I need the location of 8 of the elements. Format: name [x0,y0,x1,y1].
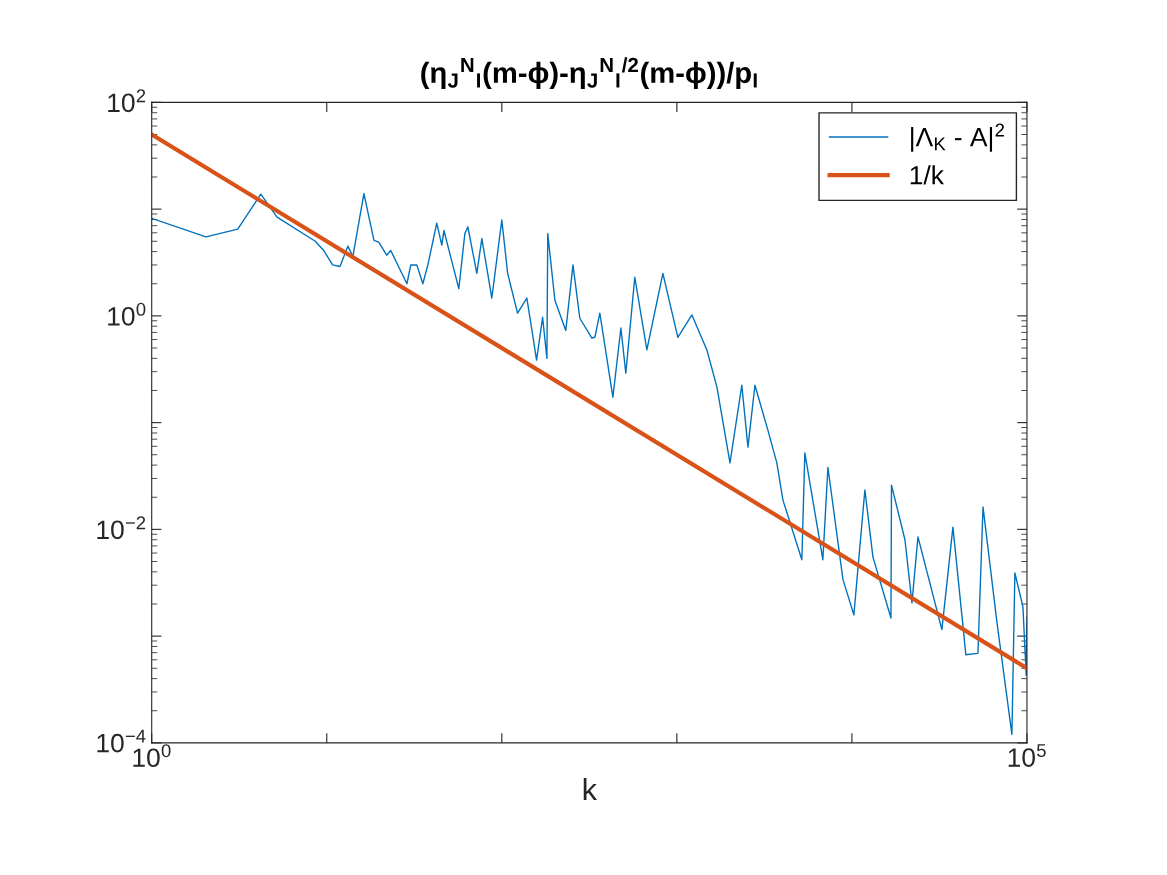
x-tick-label: 10$^{5}$ [1008,744,1046,767]
y-tick-label: 10$^{−2}$ [97,516,146,540]
legend-label: 1/k [910,165,944,185]
chart-title: (η$_{J}$$^{N}$$_{I}$(m-ϕ)-η$_{J}$$^{N}$$_{I}$$^{/2}$(m-ϕ))/p$_{I}$ [421,57,757,89]
y-tick-label: 10$^{2}$ [108,89,146,113]
x-axis-title: k [583,777,598,801]
legend-label: |Λ$_{K}$ - A|$^{2}$ [911,123,1004,152]
y-tick-label: 10$^{0}$ [108,302,146,326]
